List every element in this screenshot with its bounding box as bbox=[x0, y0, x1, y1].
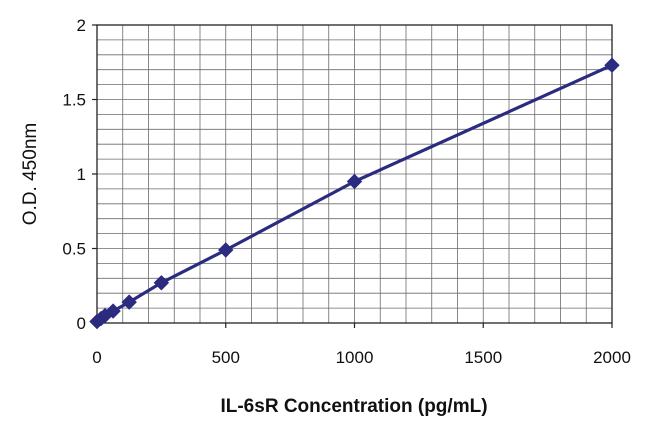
data-point-marker bbox=[121, 294, 137, 310]
y-tick-label: 2 bbox=[77, 16, 86, 35]
grid-lines bbox=[97, 25, 612, 323]
y-tick-label: 1 bbox=[77, 165, 86, 184]
y-tick-label: 1.5 bbox=[62, 91, 86, 110]
x-tick-label: 2000 bbox=[593, 348, 631, 367]
y-axis-tick-labels: 0 0.5 1 1.5 2 bbox=[62, 16, 86, 333]
x-tick-label: 0 bbox=[92, 348, 101, 367]
y-tick-label: 0.5 bbox=[62, 240, 86, 259]
data-point-marker bbox=[153, 275, 170, 291]
y-axis-label: O.D. 450nm bbox=[20, 123, 41, 225]
x-tick-label: 1500 bbox=[464, 348, 502, 367]
data-point-marker bbox=[604, 57, 620, 73]
data-point-marker bbox=[218, 242, 234, 258]
x-tick-label: 500 bbox=[212, 348, 240, 367]
data-point-marker bbox=[105, 303, 121, 319]
x-axis-tick-labels: 0 500 1000 1500 2000 bbox=[92, 348, 631, 367]
data-point-marker bbox=[346, 173, 363, 190]
x-axis-label: IL-6sR Concentration (pg/mL) bbox=[220, 396, 487, 417]
y-tick-label: 0 bbox=[77, 314, 86, 333]
series-group bbox=[89, 57, 620, 330]
x-tick-label: 1000 bbox=[336, 348, 374, 367]
